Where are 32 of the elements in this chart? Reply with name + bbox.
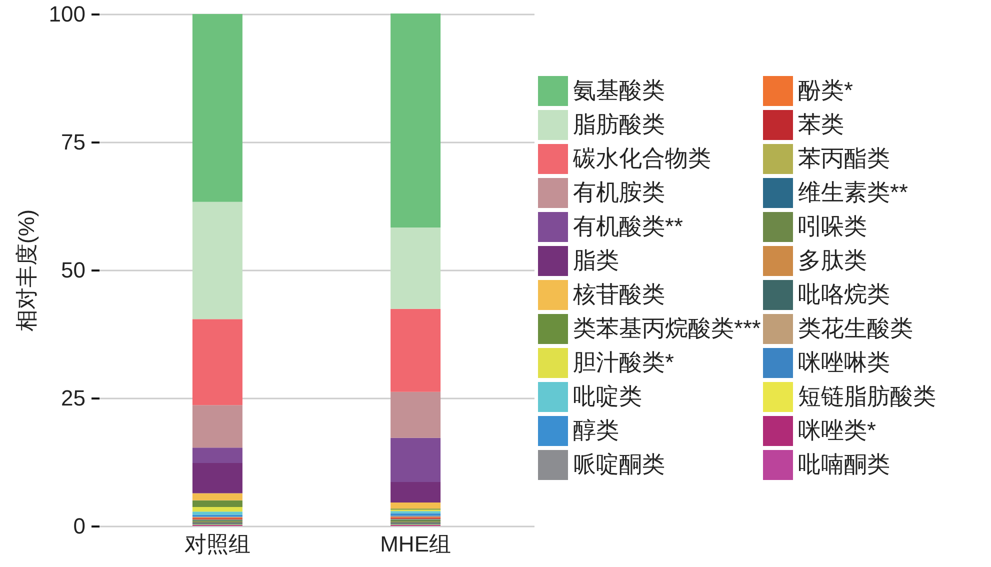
legend-label: 类花生酸类 <box>798 315 913 341</box>
legend-label: 类苯基丙烷酸类*** <box>573 315 761 341</box>
legend-label: 吲哚类 <box>798 213 867 239</box>
legend-label: 脂肪酸类 <box>573 111 665 137</box>
y-tick-label: 50 <box>61 258 86 282</box>
legend-label: 维生素类** <box>798 179 908 205</box>
legend-label: 酚类* <box>798 77 853 103</box>
legend-label: 苯类 <box>798 111 844 137</box>
y-tick-label: 75 <box>61 130 86 154</box>
legend-label: 碳水化合物类 <box>572 145 711 171</box>
legend-label: 有机胺类 <box>573 179 665 205</box>
legend-label: 核苷酸类 <box>572 281 665 307</box>
x-tick-label: 对照组 <box>184 532 250 556</box>
legend-label: 醇类 <box>573 417 619 443</box>
y-tick-label: 0 <box>73 514 86 538</box>
legend-label: 吡咯烷类 <box>798 281 890 307</box>
legend-label: 咪唑类* <box>798 417 876 443</box>
y-tick-label: 25 <box>61 386 86 410</box>
legend-label: 氨基酸类 <box>573 77 665 103</box>
legend-label: 吡啶类 <box>573 383 642 409</box>
x-tick-label: MHE组 <box>380 532 451 556</box>
legend-label: 苯丙酯类 <box>798 145 890 171</box>
legend-label: 胆汁酸类* <box>573 349 674 375</box>
y-tick-label: 100 <box>48 2 86 26</box>
legend-label: 哌啶酮类 <box>573 451 665 477</box>
y-axis-title: 相对丰度(%) <box>14 209 39 332</box>
legend-label: 有机酸类** <box>573 213 683 239</box>
legend-label: 多肽类 <box>798 247 867 273</box>
legend-label: 短链脂肪酸类 <box>798 383 936 409</box>
legend-label: 脂类 <box>573 247 619 273</box>
legend-label: 咪唑啉类 <box>798 349 890 375</box>
legend-label: 吡喃酮类 <box>798 451 890 477</box>
